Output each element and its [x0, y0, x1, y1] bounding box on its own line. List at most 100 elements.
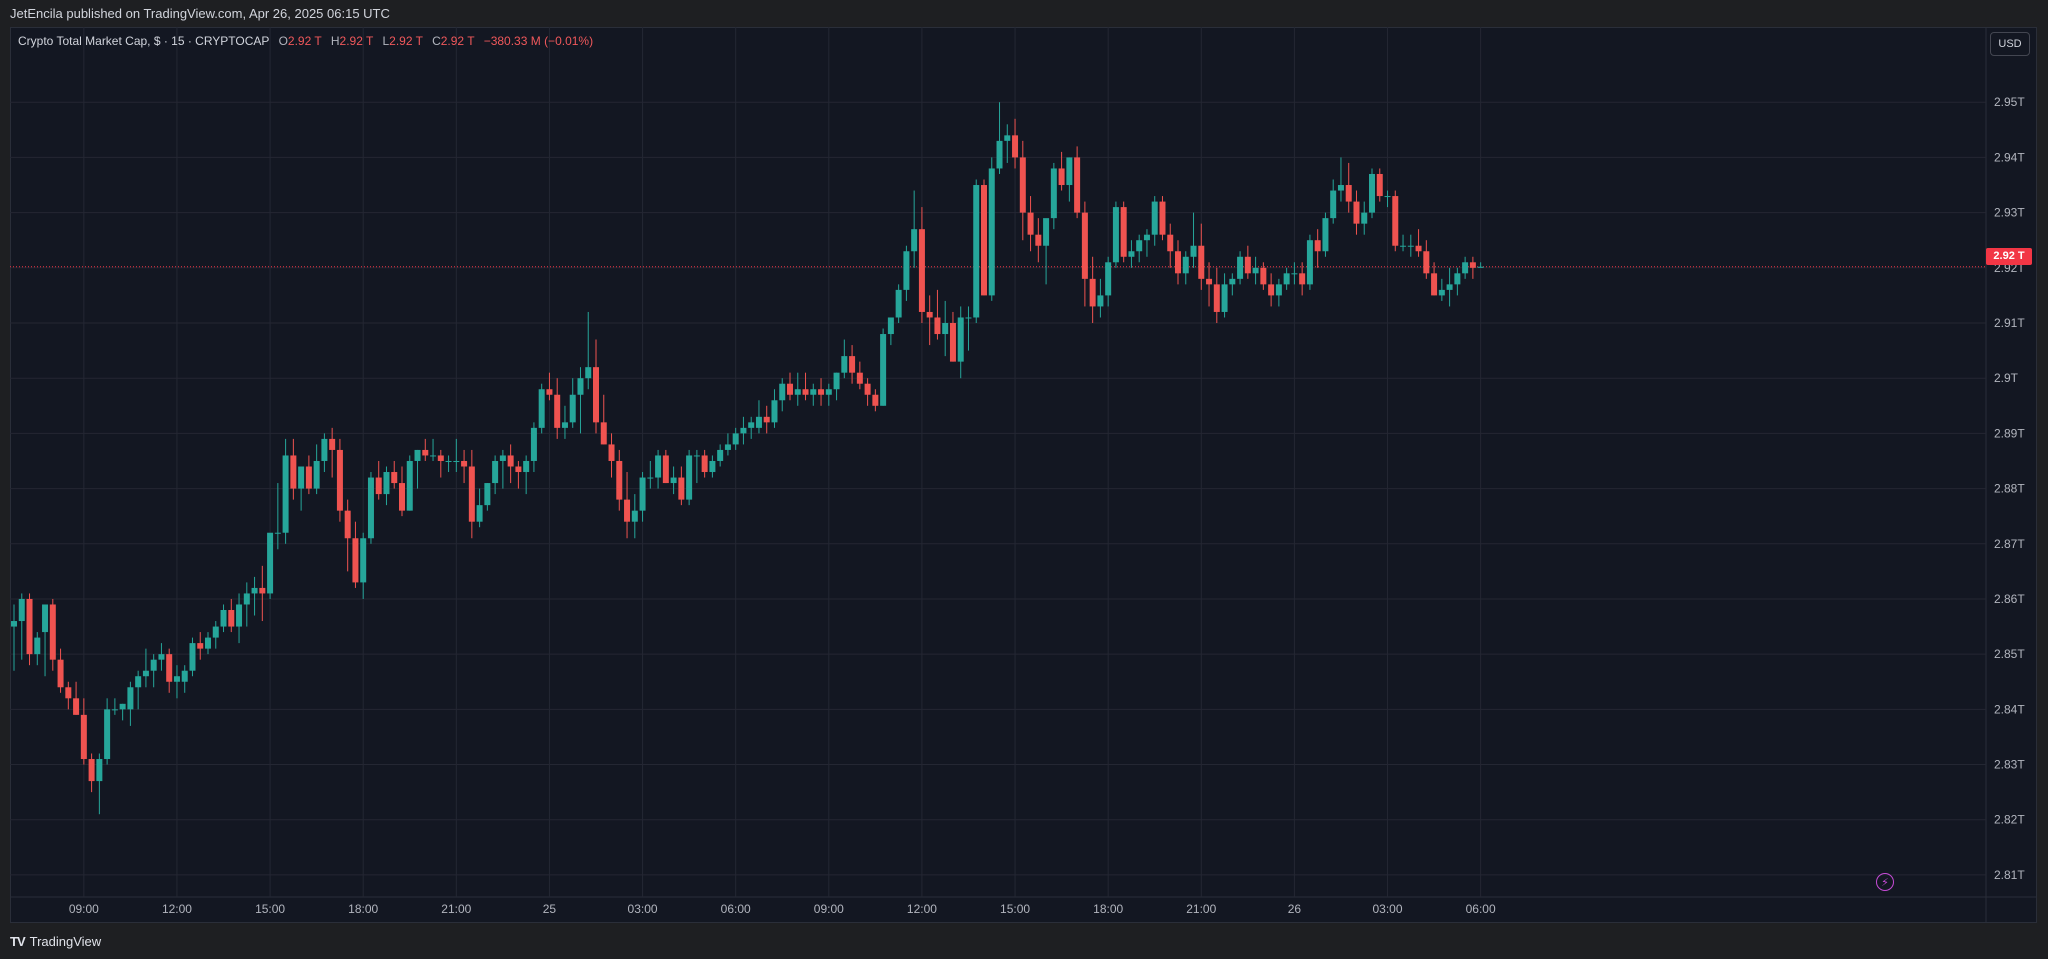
candle-body [624, 499, 631, 522]
candle-body [422, 449, 429, 456]
candle [104, 698, 111, 765]
bolt-icon[interactable]: ⚡ [1876, 873, 1894, 891]
candle [1438, 278, 1445, 301]
candle [1136, 234, 1143, 263]
candle [26, 593, 33, 666]
candle [949, 311, 956, 362]
candle [73, 681, 80, 715]
candle [360, 532, 367, 599]
candle-body [949, 323, 956, 362]
candle-body [391, 472, 398, 484]
candle [422, 438, 429, 461]
candle-body [655, 455, 662, 478]
candle-body [1198, 245, 1205, 279]
candle-body [926, 311, 933, 318]
candle [903, 245, 910, 301]
x-tick-label: 09:00 [69, 902, 99, 916]
x-tick-label: 15:00 [255, 902, 285, 916]
candle-body [18, 598, 25, 622]
candle [197, 632, 204, 660]
candle [406, 455, 413, 511]
candle [1330, 179, 1337, 224]
candle [290, 438, 297, 500]
currency-button[interactable]: USD [1990, 32, 2030, 56]
candle-body [1376, 173, 1383, 197]
candle-body [375, 477, 382, 495]
candle-body [1089, 278, 1096, 307]
candle [546, 372, 553, 401]
candle-body [1415, 245, 1422, 252]
candle-body [973, 185, 980, 318]
candle [554, 378, 561, 439]
x-tick-label: 25 [543, 902, 557, 916]
candle [856, 361, 863, 390]
candle [1175, 240, 1181, 285]
candle [1089, 256, 1096, 323]
candle [872, 389, 879, 412]
candlestick-chart[interactable]: 2.81T 2.82T 2.83T 2.84T 2.85T 2.86T 2.87T 2.88T… [10, 27, 2037, 923]
candle [1043, 218, 1050, 285]
candle [267, 532, 274, 599]
candle-body [344, 510, 351, 539]
candle-body [476, 505, 483, 522]
candle [399, 466, 405, 517]
candle [189, 637, 196, 677]
candle-body [468, 466, 475, 522]
candle [686, 449, 693, 506]
candle-body [1361, 212, 1368, 224]
candle [802, 372, 809, 401]
candle [1353, 190, 1360, 235]
candle-body [639, 477, 646, 511]
candle-body [1105, 262, 1112, 296]
candle [34, 632, 41, 666]
candle-body [492, 460, 499, 484]
candle-body [57, 659, 64, 688]
candle-body [406, 460, 413, 511]
candle-body [437, 455, 444, 461]
candle [1423, 240, 1430, 279]
candle [1198, 223, 1205, 290]
candle-body [880, 334, 887, 406]
y-tick-label: 2.84T [1994, 702, 2025, 716]
candle [631, 494, 638, 539]
high-value: 2.92 T [339, 34, 374, 48]
candle-body [996, 140, 1003, 169]
candle [841, 339, 848, 379]
candle [1143, 229, 1150, 257]
candle-body [678, 477, 685, 500]
candle [344, 499, 351, 572]
candle [1446, 267, 1453, 307]
symbol-title[interactable]: Crypto Total Market Cap, $ · 15 · CRYPTO… [18, 34, 270, 48]
candle [1190, 212, 1197, 268]
candle-body [724, 444, 731, 450]
candle [329, 427, 336, 478]
candle-body [957, 317, 964, 362]
candle [585, 311, 592, 390]
candle [259, 565, 266, 622]
candle-body [771, 400, 778, 423]
candle [763, 405, 770, 434]
tradingview-logo[interactable]: TV TradingView [10, 934, 101, 949]
candle-body [499, 455, 506, 461]
candle [166, 648, 173, 693]
y-tick-label: 2.83T [1994, 758, 2025, 772]
candle-body [1151, 201, 1158, 235]
candle-body [530, 427, 537, 461]
candle [717, 444, 724, 467]
candle [65, 681, 72, 710]
candle [468, 449, 475, 539]
candle-body [903, 251, 910, 290]
candle [771, 389, 778, 428]
candle [1167, 223, 1174, 268]
candle-body [445, 460, 452, 462]
candle-body [430, 455, 437, 457]
candle-body [150, 659, 157, 671]
candle-body [1167, 234, 1174, 252]
candle [988, 157, 995, 301]
candle-body [585, 367, 592, 379]
candle-body [608, 444, 615, 461]
candle [391, 460, 398, 489]
candle-body [810, 389, 817, 395]
candle [367, 472, 374, 544]
candle [158, 643, 165, 671]
